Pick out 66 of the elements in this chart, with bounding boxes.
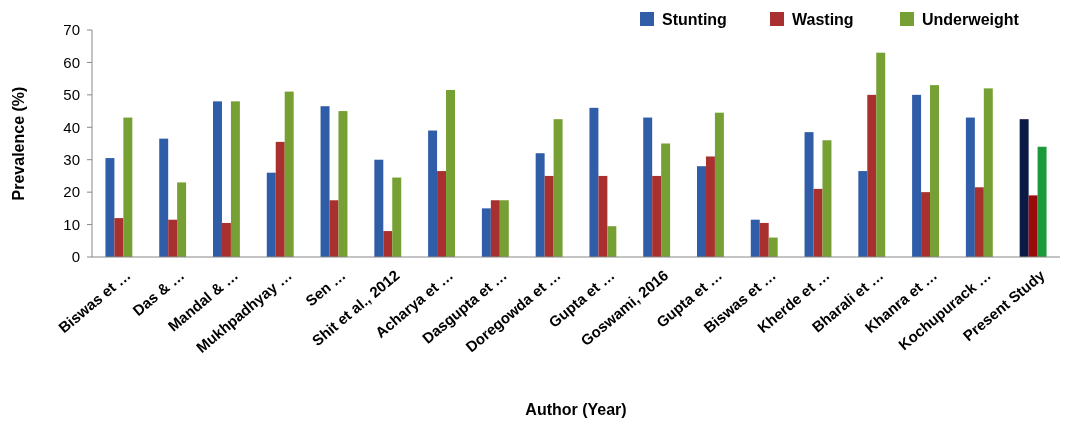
bar: [768, 237, 778, 257]
bar: [983, 88, 993, 257]
y-tick-label: 70: [63, 21, 80, 39]
y-axis-title: Prevalence (%): [10, 86, 27, 201]
y-tick-label: 30: [63, 150, 80, 168]
bar: [607, 226, 617, 257]
y-tick-label: 60: [63, 53, 80, 71]
bar: [705, 156, 715, 257]
bar: [804, 132, 814, 257]
bar: [490, 200, 500, 257]
bar: [105, 158, 115, 257]
bar: [535, 153, 545, 257]
bar: [159, 138, 169, 257]
bar: [392, 177, 402, 257]
bar: [598, 175, 608, 257]
bar: [177, 182, 187, 257]
bar: [912, 94, 922, 257]
bar: [428, 130, 438, 257]
bar: [661, 143, 671, 257]
y-tick-label: 40: [63, 118, 80, 136]
bar: [230, 101, 240, 257]
bar: [652, 175, 662, 257]
bar: [876, 52, 886, 257]
x-tick-label: Sen …: [301, 266, 349, 310]
y-tick-label: 0: [71, 248, 80, 266]
legend-label: Stunting: [662, 10, 727, 28]
bar: [446, 89, 455, 257]
bar: [481, 208, 491, 257]
x-axis-title: Author (Year): [525, 401, 627, 418]
bar: [499, 200, 509, 257]
bar: [822, 140, 832, 257]
bar: [275, 141, 285, 257]
y-tick-label: 20: [63, 183, 80, 201]
bar: [284, 91, 294, 257]
legend-label: Underweight: [922, 10, 1020, 28]
bar: [714, 112, 724, 257]
bar: [1019, 119, 1029, 257]
bar: [221, 222, 231, 257]
bar: [114, 218, 124, 257]
bar: [759, 222, 769, 257]
bar: [320, 106, 330, 257]
bar: [921, 192, 931, 257]
bar: [266, 172, 276, 257]
bar: [750, 219, 760, 257]
bar: [930, 85, 939, 257]
bar: [338, 111, 348, 257]
legend-label: Wasting: [792, 10, 854, 28]
bar: [553, 119, 563, 257]
bar: [589, 107, 599, 257]
y-tick-label: 50: [63, 86, 80, 104]
bar: [383, 231, 393, 257]
bar: [437, 171, 447, 257]
bar: [858, 171, 868, 257]
bar: [965, 117, 975, 257]
bar: [643, 117, 653, 257]
bar: [123, 117, 133, 257]
bar: [213, 101, 222, 257]
bar: [974, 187, 984, 257]
y-tick-label: 10: [63, 215, 80, 233]
bar: [697, 166, 706, 257]
bar: [544, 175, 554, 257]
bar: [168, 219, 178, 257]
bar: [867, 94, 877, 257]
bar: [1037, 146, 1047, 257]
bar: [374, 159, 384, 257]
bar: [1028, 195, 1038, 257]
